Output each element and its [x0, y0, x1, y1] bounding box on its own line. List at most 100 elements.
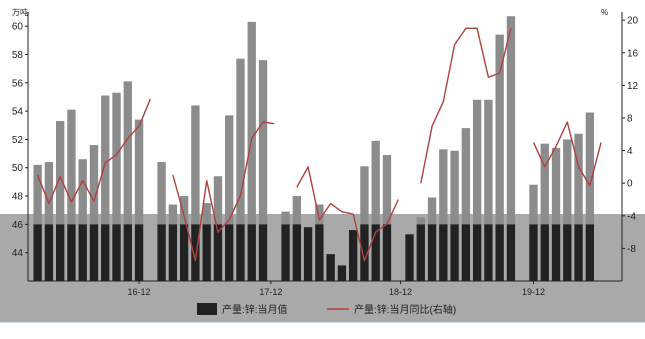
bar-upper	[529, 185, 537, 225]
bar-upper	[67, 110, 75, 225]
right-tick-label: -4	[627, 211, 636, 222]
bar-lower	[574, 224, 582, 281]
left-tick-label: 48	[12, 192, 24, 203]
bar-lower	[293, 224, 301, 281]
bar-lower	[428, 224, 436, 281]
bar-lower	[529, 224, 537, 281]
bar-lower	[169, 224, 177, 281]
left-tick-label: 54	[12, 107, 24, 118]
left-tick-label: 44	[12, 248, 24, 259]
bar-upper	[574, 134, 582, 225]
bar-upper	[180, 196, 188, 224]
bar-lower	[563, 224, 571, 281]
bar-upper	[281, 212, 289, 225]
bar-lower	[124, 224, 132, 281]
bar-upper	[462, 128, 470, 224]
right-tick-label: 4	[627, 146, 633, 157]
bar-upper	[450, 151, 458, 225]
left-tick-label: 58	[12, 50, 24, 61]
bar-upper	[586, 113, 594, 225]
bar-upper	[124, 81, 132, 224]
bar-lower	[79, 224, 87, 281]
bar-lower	[101, 224, 109, 281]
left-tick-label: 50	[12, 163, 24, 174]
bar-lower	[90, 224, 98, 281]
bar-upper	[541, 144, 549, 225]
legend-bar-swatch	[197, 303, 217, 315]
bar-lower	[214, 224, 222, 281]
bar-upper	[360, 166, 368, 224]
bar-lower	[112, 224, 120, 281]
bar-lower	[248, 224, 256, 281]
bar-lower	[450, 224, 458, 281]
bar-lower	[304, 227, 312, 281]
bar-lower	[236, 224, 244, 281]
bar-lower	[417, 224, 425, 281]
right-tick-label: 16	[627, 48, 639, 59]
left-tick-label: 52	[12, 135, 24, 146]
right-tick-label: 8	[627, 113, 633, 124]
left-tick-label: 60	[12, 22, 24, 33]
x-tick-label: 19-12	[522, 287, 545, 297]
bar-lower	[473, 224, 481, 281]
bar-upper	[79, 159, 87, 224]
bar-upper	[248, 22, 256, 224]
bar-upper	[484, 100, 492, 225]
bar-upper	[56, 121, 64, 224]
legend-bar-label: 产量:锌:当月值	[222, 303, 288, 316]
bar-lower	[67, 224, 75, 281]
right-tick-label: 20	[627, 16, 639, 27]
bar-lower	[281, 224, 289, 281]
bar-upper	[372, 141, 380, 225]
bar-lower	[484, 224, 492, 281]
bar-lower	[45, 224, 53, 281]
bar-upper	[45, 162, 53, 224]
bar-lower	[135, 224, 143, 281]
bar-lower	[259, 224, 267, 281]
bar-lower	[349, 230, 357, 281]
bar-lower	[180, 224, 188, 281]
bar-lower	[462, 224, 470, 281]
right-tick-label: -8	[627, 244, 636, 255]
bar-lower	[315, 224, 323, 281]
bar-upper	[507, 16, 515, 224]
right-axis-unit: %	[601, 8, 608, 17]
bar-upper	[563, 139, 571, 224]
left-axis-unit: 万吨	[12, 7, 28, 17]
legend-line-label: 产量:锌:当月同比(右轴)	[354, 303, 456, 316]
right-tick-label: 0	[627, 179, 633, 190]
bar-upper	[236, 59, 244, 225]
bar-lower	[157, 224, 165, 281]
bar-lower	[225, 224, 233, 281]
bar-upper	[439, 149, 447, 224]
bar-upper	[112, 93, 120, 225]
bar-upper	[473, 100, 481, 225]
bar-upper	[33, 165, 41, 224]
bar-upper	[259, 60, 267, 224]
bar-upper	[293, 196, 301, 224]
bar-upper	[169, 205, 177, 225]
bar-upper	[552, 148, 560, 224]
x-tick-label: 18-12	[389, 287, 412, 297]
bar-lower	[383, 224, 391, 281]
bar-lower	[552, 224, 560, 281]
bar-lower	[586, 224, 594, 281]
bar-lower	[33, 224, 41, 281]
bar-upper	[135, 120, 143, 225]
bar-lower	[338, 265, 346, 281]
right-tick-label: 12	[627, 81, 639, 92]
bar-lower	[191, 224, 199, 281]
bar-lower	[326, 254, 334, 281]
bar-upper	[90, 145, 98, 224]
bar-lower	[541, 224, 549, 281]
bar-lower	[203, 224, 211, 281]
bar-upper	[225, 115, 233, 224]
bar-upper	[157, 162, 165, 224]
bar-upper	[383, 155, 391, 224]
bar-lower	[56, 224, 64, 281]
bar-upper	[191, 105, 199, 224]
bar-upper	[428, 197, 436, 224]
x-tick-label: 17-12	[259, 287, 282, 297]
